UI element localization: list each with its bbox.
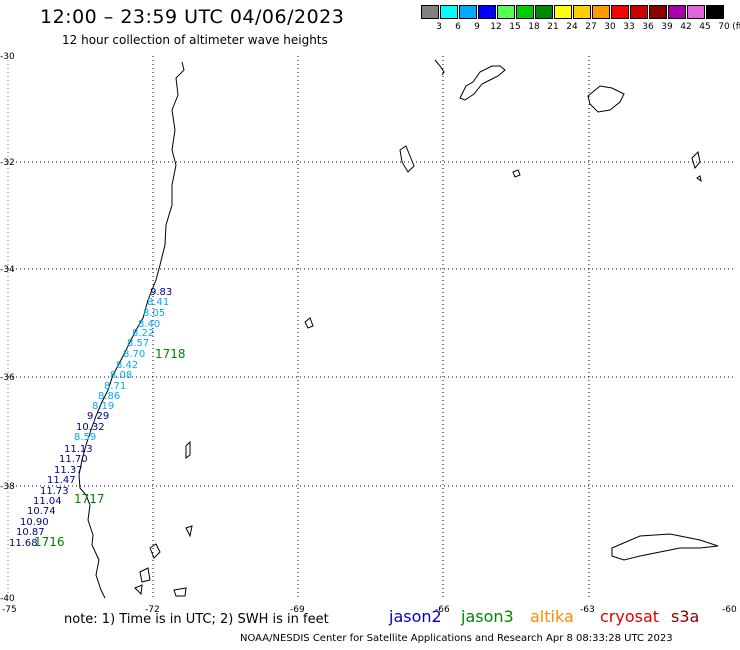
- legend-label: 15: [509, 22, 521, 32]
- island-outline: [185, 440, 191, 459]
- wave-height-reading: 8.05: [143, 308, 165, 319]
- legend-label: 70: [718, 22, 730, 32]
- wave-height-reading: 8.41: [147, 297, 169, 308]
- map-title: 12:00 – 23:59 UTC 04/06/2023: [40, 6, 345, 28]
- wave-height-reading: 8.08: [110, 370, 132, 381]
- island-outline: [512, 169, 521, 178]
- latitude-label: -38: [0, 482, 15, 492]
- wave-height-reading: 10.74: [27, 506, 56, 517]
- island-outline: [459, 65, 506, 101]
- legend-swatch: [592, 5, 610, 19]
- legend-swatch: [649, 5, 667, 19]
- legend-swatch: [478, 5, 496, 19]
- longitude-label: -63: [580, 605, 595, 615]
- legend-swatch: [573, 5, 591, 19]
- legend-swatch: [440, 5, 458, 19]
- longitude-label: -66: [435, 605, 450, 615]
- wave-height-reading: 8.42: [116, 360, 138, 371]
- island-outline: [691, 150, 701, 170]
- wave-height-reading: 8.71: [104, 381, 126, 392]
- latitude-label: -40: [0, 594, 15, 604]
- wave-height-reading: 11.70: [59, 454, 88, 465]
- legend-swatch: [497, 5, 515, 19]
- legend-swatch: [611, 5, 629, 19]
- wave-height-reading: 8.59: [74, 432, 96, 443]
- credit-line: NOAA/NESDIS Center for Satellite Applica…: [240, 633, 673, 644]
- longitude-label: -69: [290, 605, 305, 615]
- legend-label: 24: [566, 22, 578, 32]
- legend-swatch: [421, 5, 439, 19]
- legend-unit: (ft): [732, 22, 740, 32]
- island-outline: [185, 525, 193, 538]
- wave-height-reading: 11.37: [54, 465, 83, 476]
- island-outline: [611, 533, 719, 561]
- wave-height-reading: 9.29: [87, 411, 109, 422]
- coastline: [78, 61, 185, 599]
- wave-height-reading: 8.70: [123, 349, 145, 360]
- latitude-label: -34: [0, 265, 15, 275]
- legend-label: 9: [474, 22, 480, 32]
- satellite-label: cryosat: [600, 607, 660, 626]
- satellite-label: s3a: [671, 607, 700, 626]
- legend-swatch: [459, 5, 477, 19]
- legend-swatch: [630, 5, 648, 19]
- pass-time-label: 1716: [34, 535, 65, 549]
- footer-note: note: 1) Time is in UTC; 2) SWH is in fe…: [64, 612, 329, 627]
- longitude-label: -75: [2, 605, 17, 615]
- wave-height-reading: 9.83: [150, 287, 172, 298]
- legend-swatch: [668, 5, 686, 19]
- island-outline: [434, 59, 445, 76]
- legend-label: 18: [528, 22, 540, 32]
- wave-height-reading: 10.87: [16, 527, 45, 538]
- wave-height-reading: 10.32: [76, 422, 105, 433]
- island-outline: [696, 175, 702, 183]
- wave-height-reading: 8.19: [92, 401, 114, 412]
- legend-label: 39: [661, 22, 673, 32]
- wave-height-reading: 11.68: [9, 538, 38, 549]
- wave-height-reading: 11.04: [33, 496, 62, 507]
- wave-height-reading: 10.90: [20, 517, 49, 528]
- legend-label: 42: [680, 22, 692, 32]
- longitude-label: -72: [145, 605, 160, 615]
- wave-height-reading: 8.86: [98, 391, 120, 402]
- legend-label: 12: [490, 22, 502, 32]
- island-outline: [134, 584, 143, 596]
- legend-label: 6: [455, 22, 461, 32]
- legend-label: 45: [699, 22, 711, 32]
- legend-label: 33: [623, 22, 635, 32]
- legend-swatch: [706, 5, 724, 19]
- pass-time-label: 1717: [74, 492, 105, 506]
- island-outline: [173, 587, 187, 597]
- island-outline: [399, 145, 415, 173]
- legend-swatch: [535, 5, 553, 19]
- wave-height-reading: 8.22: [132, 328, 154, 339]
- latitude-label: -32: [0, 158, 15, 168]
- wave-height-reading: 11.73: [40, 486, 69, 497]
- island-outline: [304, 317, 314, 329]
- longitude-label: -60: [722, 605, 737, 615]
- wave-height-reading: 8.57: [127, 338, 149, 349]
- satellite-label: altika: [530, 607, 574, 626]
- wave-height-reading: 11.47: [47, 475, 76, 486]
- satellite-label: jason3: [461, 607, 514, 626]
- island-outline: [139, 567, 151, 583]
- island-outline: [587, 85, 625, 113]
- satellite-label: jason2: [389, 607, 442, 626]
- legend-label: 36: [642, 22, 654, 32]
- wave-height-reading: 8.40: [138, 319, 160, 330]
- legend-swatch: [687, 5, 705, 19]
- wave-height-reading: 11.13: [64, 444, 93, 455]
- island-outline: [149, 543, 161, 559]
- legend-label: 27: [585, 22, 597, 32]
- legend-label: 3: [436, 22, 442, 32]
- legend-swatch: [516, 5, 534, 19]
- pass-time-label: 1718: [155, 347, 186, 361]
- latitude-label: -36: [0, 373, 15, 383]
- map-subtitle: 12 hour collection of altimeter wave hei…: [62, 33, 328, 47]
- legend-swatch: [554, 5, 572, 19]
- latitude-label: -30: [0, 52, 15, 62]
- legend-label: 30: [604, 22, 616, 32]
- legend-label: 21: [547, 22, 559, 32]
